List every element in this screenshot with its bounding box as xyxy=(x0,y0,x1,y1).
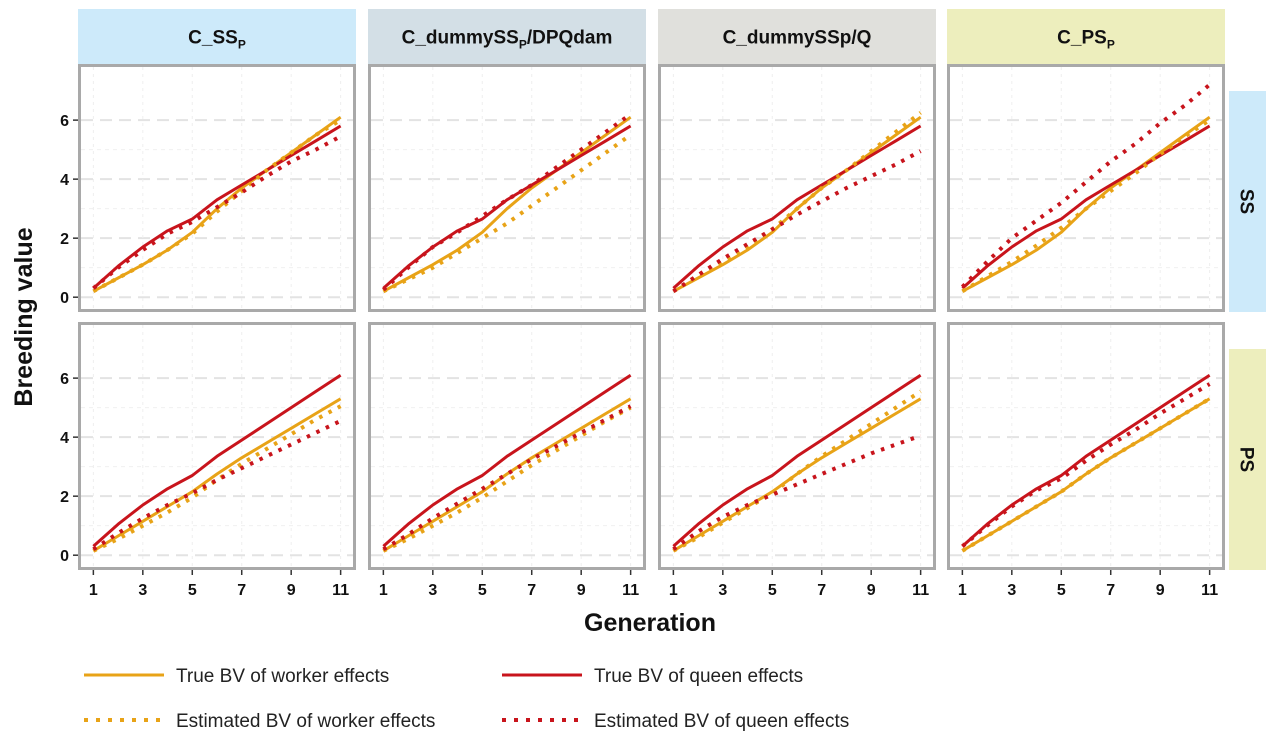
x-tick-label: 11 xyxy=(912,582,929,599)
x-tick-label: 3 xyxy=(718,582,727,599)
panel-grid-r1c3 xyxy=(661,67,933,309)
row-strip-ss xyxy=(1229,91,1266,312)
column-header-label-2: C_dummySSP/DPQdam xyxy=(402,28,613,52)
row-strip-ps xyxy=(1229,349,1266,570)
x-tick-label: 11 xyxy=(1201,582,1218,599)
series-line-estimated-bv-of-queen-effects xyxy=(92,134,342,290)
y-tick-label: 4 xyxy=(60,172,69,189)
x-tick-label: 5 xyxy=(188,582,197,599)
column-header-2 xyxy=(368,9,646,64)
x-axis-title: Generation xyxy=(584,609,716,637)
panel-grid-r1c2 xyxy=(371,67,643,309)
panel-background-r2c1 xyxy=(78,322,356,570)
x-tick-label: 3 xyxy=(1007,582,1016,599)
x-tick-label: 7 xyxy=(817,582,826,599)
column-header-4 xyxy=(947,9,1225,64)
column-header-label-3: C_dummySSp/Q xyxy=(723,28,872,49)
x-tick-label: 5 xyxy=(768,582,777,599)
legend-label-4: Estimated BV of queen effects xyxy=(594,711,849,732)
y-tick-label: 0 xyxy=(60,290,69,307)
series-line-true-bv-of-queen-effects xyxy=(92,124,342,290)
row-strip-label-ps: PS xyxy=(1236,447,1257,472)
legend-label-3: Estimated BV of worker effects xyxy=(176,711,435,732)
series-line-estimated-bv-of-queen-effects xyxy=(961,382,1211,548)
legend-label-1: True BV of worker effects xyxy=(176,666,389,687)
y-tick-label: 6 xyxy=(60,113,69,130)
series-line-estimated-bv-of-queen-effects xyxy=(382,112,632,292)
x-tick-label: 3 xyxy=(428,582,437,599)
x-tick-label: 9 xyxy=(867,582,876,599)
y-tick-label: 2 xyxy=(60,489,69,506)
x-tick-label: 5 xyxy=(1057,582,1066,599)
x-tick-label: 1 xyxy=(958,582,967,599)
panel-frame-r1c2 xyxy=(368,64,646,312)
y-tick-label: 2 xyxy=(60,231,69,248)
x-tick-label: 9 xyxy=(287,582,296,599)
legend-label-2: True BV of queen effects xyxy=(594,666,803,687)
panel-background-r1c4 xyxy=(947,64,1225,312)
panel-background-r2c4 xyxy=(947,322,1225,570)
series-line-true-bv-of-queen-effects xyxy=(92,373,342,548)
y-axis-title: Breeding value xyxy=(10,227,38,406)
panel-frame-r2c2 xyxy=(368,322,646,570)
series-line-estimated-bv-of-worker-effects xyxy=(92,118,342,294)
panel-frame-r1c4 xyxy=(947,64,1225,312)
row-strip-label-ss: SS xyxy=(1236,189,1257,214)
series-line-estimated-bv-of-worker-effects xyxy=(672,111,922,294)
panel-background-r1c1 xyxy=(78,64,356,312)
x-tick-label: 1 xyxy=(379,582,388,599)
series-line-true-bv-of-worker-effects xyxy=(92,397,342,553)
x-tick-label: 7 xyxy=(1106,582,1115,599)
series-line-true-bv-of-queen-effects xyxy=(672,373,922,548)
panel-frame-r2c1 xyxy=(78,322,356,570)
x-tick-label: 7 xyxy=(527,582,536,599)
panel-frame-r1c3 xyxy=(658,64,936,312)
series-line-true-bv-of-worker-effects xyxy=(382,115,632,293)
column-header-label-1: C_SSP xyxy=(188,28,246,52)
x-tick-label: 3 xyxy=(138,582,147,599)
x-tick-label: 7 xyxy=(237,582,246,599)
x-tick-label: 11 xyxy=(332,582,349,599)
panel-background-r1c2 xyxy=(368,64,646,312)
series-line-true-bv-of-queen-effects xyxy=(382,373,632,548)
series-line-estimated-bv-of-worker-effects xyxy=(961,118,1211,294)
series-line-true-bv-of-worker-effects xyxy=(672,397,922,553)
column-header-label-4: C_PSP xyxy=(1057,28,1115,52)
panel-frame-r2c3 xyxy=(658,322,936,570)
series-line-estimated-bv-of-worker-effects xyxy=(382,133,632,294)
panel-grid-r2c2 xyxy=(371,325,643,567)
panel-background-r1c3 xyxy=(658,64,936,312)
panel-frame-r2c4 xyxy=(947,322,1225,570)
series-line-estimated-bv-of-worker-effects xyxy=(961,397,1211,553)
x-tick-label: 1 xyxy=(89,582,98,599)
x-tick-label: 5 xyxy=(478,582,487,599)
series-line-true-bv-of-queen-effects xyxy=(961,124,1211,290)
x-tick-label: 1 xyxy=(669,582,678,599)
x-tick-label: 9 xyxy=(577,582,586,599)
column-header-3 xyxy=(658,9,936,64)
panel-background-r2c2 xyxy=(368,322,646,570)
y-tick-label: 0 xyxy=(60,548,69,565)
y-tick-label: 4 xyxy=(60,430,69,447)
panel-frame-r1c1 xyxy=(78,64,356,312)
series-line-true-bv-of-queen-effects xyxy=(672,124,922,290)
x-tick-label: 9 xyxy=(1156,582,1165,599)
series-line-estimated-bv-of-queen-effects xyxy=(92,419,342,551)
x-tick-label: 11 xyxy=(622,582,639,599)
panel-background-r2c3 xyxy=(658,322,936,570)
panel-grid-r2c4 xyxy=(950,325,1222,567)
y-tick-label: 6 xyxy=(60,371,69,388)
column-header-1 xyxy=(78,9,356,64)
series-line-true-bv-of-worker-effects xyxy=(382,397,632,553)
panel-grid-r2c3 xyxy=(661,325,933,567)
